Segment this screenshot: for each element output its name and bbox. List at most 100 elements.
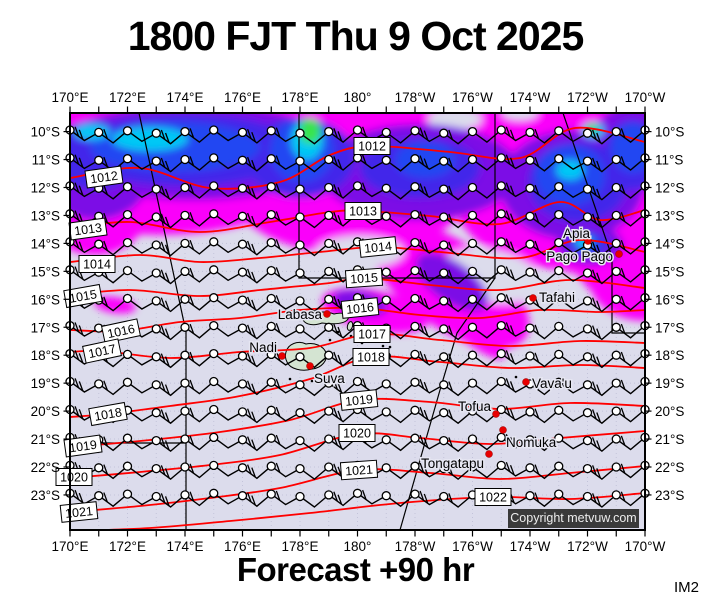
isobar-label: 1012 bbox=[84, 165, 124, 189]
lon-axis-label: 174°W bbox=[510, 539, 551, 554]
lat-axis-label: 17°S bbox=[31, 320, 60, 335]
svg-text:1012: 1012 bbox=[89, 169, 119, 187]
city-marker-nadi bbox=[278, 352, 286, 360]
lon-axis-label: 174°E bbox=[167, 539, 204, 554]
svg-text:1018: 1018 bbox=[357, 351, 385, 365]
svg-text:1014: 1014 bbox=[83, 258, 111, 272]
city-marker-tafahi bbox=[529, 294, 537, 302]
chart-title: 1800 FJT Thu 9 Oct 2025 bbox=[127, 13, 585, 59]
lat-axis-label: 21°S bbox=[655, 432, 684, 447]
lat-axis-label: 10°S bbox=[31, 125, 60, 140]
city-marker-labasa bbox=[323, 310, 331, 318]
lon-axis-label: 170°W bbox=[625, 539, 666, 554]
svg-text:1018: 1018 bbox=[93, 405, 123, 424]
isobar-label: 1022 bbox=[474, 488, 512, 506]
place-label-labasa: Labasa bbox=[278, 307, 323, 322]
isobar-label: 1013 bbox=[68, 217, 108, 241]
svg-text:1021: 1021 bbox=[345, 463, 374, 479]
place-label-tafahi: Tafahi bbox=[539, 290, 575, 305]
lat-axis-label: 16°S bbox=[655, 292, 684, 307]
svg-text:1017: 1017 bbox=[87, 342, 117, 361]
svg-text:1015: 1015 bbox=[350, 271, 379, 287]
lon-axis-label: 172°W bbox=[567, 539, 608, 554]
lat-axis-label: 11°S bbox=[32, 153, 60, 168]
place-label-tofua: Tofua bbox=[458, 399, 492, 414]
isobar-label: 1020 bbox=[55, 468, 93, 486]
isobar-label: 1021 bbox=[339, 459, 379, 481]
lon-axis-label: 172°E bbox=[109, 539, 146, 554]
city-marker-nomuka bbox=[499, 426, 507, 434]
svg-text:1019: 1019 bbox=[68, 438, 98, 456]
lon-axis-label: 172°E bbox=[109, 90, 146, 105]
place-label-suva: Suva bbox=[314, 371, 345, 386]
svg-text:1017: 1017 bbox=[358, 328, 386, 342]
lat-axis-label: 12°S bbox=[31, 181, 60, 196]
lat-axis-label: 22°S bbox=[655, 460, 684, 475]
lon-axis-label: 170°E bbox=[52, 539, 89, 554]
lat-axis-label: 18°S bbox=[655, 348, 684, 363]
city-marker-pago-pago bbox=[615, 250, 623, 258]
lat-axis-label: 21°S bbox=[31, 432, 60, 447]
isobar-label: 1016 bbox=[101, 318, 141, 344]
lat-axis-label: 14°S bbox=[655, 236, 684, 251]
model-tag: IM2 bbox=[674, 579, 700, 596]
place-label-nadi: Nadi bbox=[249, 340, 277, 355]
places-layer: Labasa Nadi Suva Tafahi Vava'u Tofua Nomuka Ton… bbox=[248, 225, 623, 473]
lat-axis-label: 23°S bbox=[655, 488, 684, 503]
isobar-label: 1020 bbox=[338, 424, 376, 442]
lat-axis-label: 12°S bbox=[655, 181, 684, 196]
svg-text:1021: 1021 bbox=[64, 504, 93, 521]
isobar-label: 1019 bbox=[339, 389, 379, 411]
lat-axis-label: 23°S bbox=[31, 488, 60, 503]
svg-text:1019: 1019 bbox=[344, 392, 373, 409]
isobar-label: 1021 bbox=[59, 501, 99, 523]
lat-axis-label: 11°S bbox=[655, 153, 683, 168]
axis-labels: 170°E 170°E 172°E 172°E 174°E 174°E 176°E 176°E… bbox=[31, 90, 685, 554]
isobar-label: 1013 bbox=[344, 202, 382, 220]
lat-axis-label: 19°S bbox=[31, 376, 60, 391]
svg-text:1016: 1016 bbox=[345, 300, 374, 317]
lon-axis-label: 170°W bbox=[625, 90, 666, 105]
axis-ticks bbox=[63, 106, 652, 537]
lat-axis-label: 10°S bbox=[655, 125, 684, 140]
city-marker-vava-u bbox=[522, 378, 530, 386]
isobar-labels: 1012 1012 1013 1013 1014 1014 1015 1015 1016 1016… bbox=[55, 137, 512, 523]
isobar-label: 1016 bbox=[340, 297, 380, 319]
lon-axis-label: 178°E bbox=[282, 539, 319, 554]
place-label-apia: Apia bbox=[563, 226, 591, 241]
isobar-label: 1018 bbox=[352, 348, 390, 366]
lat-axis-label: 22°S bbox=[31, 460, 60, 475]
isobar-label: 1018 bbox=[88, 401, 128, 427]
svg-text:1020: 1020 bbox=[60, 471, 88, 485]
lat-axis-label: 20°S bbox=[655, 404, 684, 419]
city-marker-apia bbox=[584, 237, 592, 245]
city-marker-tongatapu bbox=[485, 450, 493, 458]
lat-axis-label: 18°S bbox=[31, 348, 60, 363]
lat-axis-label: 17°S bbox=[655, 320, 684, 335]
place-label-tongatapu: Tongatapu bbox=[421, 456, 484, 471]
isobar-label: 1014 bbox=[78, 255, 116, 273]
lat-axis-label: 16°S bbox=[31, 292, 60, 307]
lat-axis-label: 13°S bbox=[31, 208, 60, 223]
lon-axis-label: 178°E bbox=[282, 90, 319, 105]
svg-text:1012: 1012 bbox=[358, 140, 386, 154]
lat-axis-label: 15°S bbox=[31, 264, 60, 279]
isobar-label: 1017 bbox=[353, 325, 391, 343]
lon-axis-label: 180° bbox=[344, 539, 372, 554]
lon-axis-label: 176°W bbox=[452, 539, 493, 554]
lon-axis-label: 174°W bbox=[510, 90, 551, 105]
svg-text:1015: 1015 bbox=[68, 287, 98, 306]
place-label-vava-u: Vava'u bbox=[532, 376, 572, 391]
lat-axis-label: 20°S bbox=[31, 404, 60, 419]
lon-axis-label: 172°W bbox=[567, 90, 608, 105]
lat-axis-label: 13°S bbox=[655, 208, 684, 223]
lat-axis-label: 15°S bbox=[655, 264, 684, 279]
svg-text:1020: 1020 bbox=[343, 427, 371, 441]
lon-axis-label: 174°E bbox=[167, 90, 204, 105]
isobar-label: 1019 bbox=[63, 434, 103, 458]
svg-text:1022: 1022 bbox=[479, 491, 507, 505]
isobar-label: 1015 bbox=[344, 267, 384, 289]
svg-text:1013: 1013 bbox=[73, 221, 103, 239]
